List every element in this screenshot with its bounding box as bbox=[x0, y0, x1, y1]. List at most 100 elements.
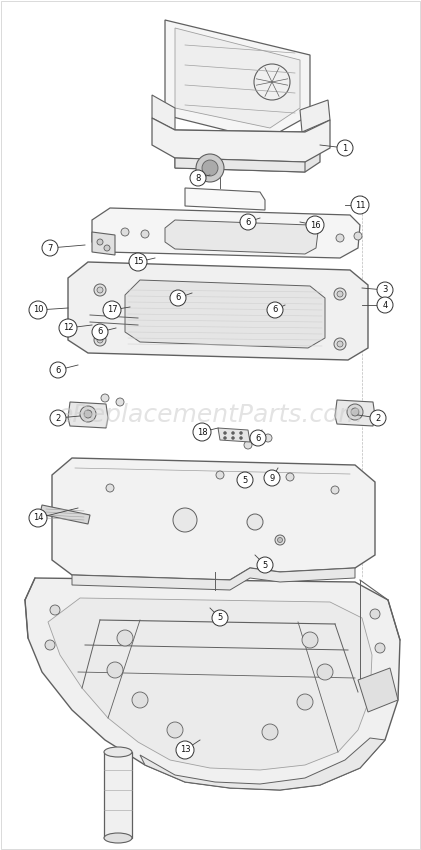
Circle shape bbox=[106, 484, 114, 492]
Polygon shape bbox=[104, 752, 132, 838]
Polygon shape bbox=[48, 598, 372, 770]
Circle shape bbox=[224, 437, 226, 439]
Polygon shape bbox=[335, 400, 375, 426]
Circle shape bbox=[302, 632, 318, 648]
Polygon shape bbox=[72, 568, 355, 590]
Circle shape bbox=[297, 694, 313, 710]
Circle shape bbox=[103, 301, 121, 319]
Text: 4: 4 bbox=[382, 301, 388, 309]
Circle shape bbox=[97, 337, 103, 343]
Circle shape bbox=[42, 240, 58, 256]
Polygon shape bbox=[165, 20, 310, 140]
Circle shape bbox=[264, 470, 280, 486]
Circle shape bbox=[50, 410, 66, 426]
Circle shape bbox=[224, 432, 226, 434]
Circle shape bbox=[240, 437, 242, 439]
Polygon shape bbox=[185, 188, 265, 210]
Text: 17: 17 bbox=[107, 305, 117, 314]
Circle shape bbox=[244, 441, 252, 449]
Polygon shape bbox=[140, 738, 385, 790]
Circle shape bbox=[232, 432, 234, 434]
Circle shape bbox=[196, 154, 224, 182]
Circle shape bbox=[97, 287, 103, 293]
Polygon shape bbox=[52, 458, 375, 580]
Text: 13: 13 bbox=[180, 745, 190, 755]
Circle shape bbox=[94, 284, 106, 296]
Circle shape bbox=[190, 170, 206, 186]
Polygon shape bbox=[175, 28, 300, 128]
Text: 6: 6 bbox=[255, 434, 261, 443]
Text: 6: 6 bbox=[55, 366, 61, 375]
Circle shape bbox=[101, 394, 109, 402]
Text: 12: 12 bbox=[63, 324, 73, 332]
Circle shape bbox=[216, 471, 224, 479]
Circle shape bbox=[84, 410, 92, 418]
Circle shape bbox=[370, 410, 386, 426]
Circle shape bbox=[232, 437, 234, 439]
Circle shape bbox=[129, 253, 147, 271]
Circle shape bbox=[132, 692, 148, 708]
Polygon shape bbox=[152, 95, 175, 130]
Circle shape bbox=[331, 486, 339, 494]
Circle shape bbox=[212, 610, 228, 626]
Polygon shape bbox=[92, 232, 115, 255]
Circle shape bbox=[121, 228, 129, 236]
Text: 9: 9 bbox=[269, 473, 274, 483]
Text: 16: 16 bbox=[310, 220, 320, 230]
Circle shape bbox=[141, 230, 149, 238]
Circle shape bbox=[202, 160, 218, 176]
Circle shape bbox=[173, 508, 197, 532]
Circle shape bbox=[275, 535, 285, 545]
Polygon shape bbox=[165, 130, 320, 172]
Polygon shape bbox=[125, 280, 325, 348]
Text: 6: 6 bbox=[272, 305, 278, 314]
Text: 5: 5 bbox=[262, 560, 268, 570]
Circle shape bbox=[176, 741, 194, 759]
Circle shape bbox=[50, 605, 60, 615]
Polygon shape bbox=[152, 118, 330, 162]
Polygon shape bbox=[175, 158, 305, 172]
Text: 14: 14 bbox=[33, 513, 43, 523]
Polygon shape bbox=[218, 428, 250, 442]
Ellipse shape bbox=[104, 833, 132, 843]
Circle shape bbox=[306, 216, 324, 234]
Circle shape bbox=[354, 232, 362, 240]
Polygon shape bbox=[25, 578, 400, 790]
Circle shape bbox=[240, 214, 256, 230]
Text: 1: 1 bbox=[342, 144, 348, 152]
Text: 7: 7 bbox=[47, 243, 53, 252]
Circle shape bbox=[336, 234, 344, 242]
Text: 5: 5 bbox=[217, 614, 223, 622]
Circle shape bbox=[375, 643, 385, 653]
Text: 6: 6 bbox=[97, 327, 103, 337]
Polygon shape bbox=[358, 668, 398, 712]
Circle shape bbox=[262, 724, 278, 740]
Circle shape bbox=[337, 291, 343, 297]
Circle shape bbox=[193, 423, 211, 441]
Text: 10: 10 bbox=[33, 305, 43, 314]
Circle shape bbox=[334, 338, 346, 350]
Ellipse shape bbox=[104, 747, 132, 757]
Text: eReplacementParts.com: eReplacementParts.com bbox=[58, 403, 364, 427]
Circle shape bbox=[247, 514, 263, 530]
Circle shape bbox=[337, 140, 353, 156]
Text: 15: 15 bbox=[133, 258, 143, 267]
Circle shape bbox=[29, 509, 47, 527]
Circle shape bbox=[116, 398, 124, 406]
Text: 2: 2 bbox=[376, 413, 381, 422]
Circle shape bbox=[29, 301, 47, 319]
Circle shape bbox=[267, 302, 283, 318]
Circle shape bbox=[117, 630, 133, 646]
Circle shape bbox=[347, 404, 363, 420]
Text: 6: 6 bbox=[245, 218, 250, 226]
Circle shape bbox=[104, 245, 110, 251]
Circle shape bbox=[277, 537, 282, 542]
Text: 5: 5 bbox=[242, 475, 248, 484]
Circle shape bbox=[170, 290, 186, 306]
Circle shape bbox=[107, 662, 123, 678]
Circle shape bbox=[250, 430, 266, 446]
Circle shape bbox=[337, 341, 343, 347]
Circle shape bbox=[317, 664, 333, 680]
Circle shape bbox=[45, 640, 55, 650]
Text: 2: 2 bbox=[56, 413, 61, 422]
